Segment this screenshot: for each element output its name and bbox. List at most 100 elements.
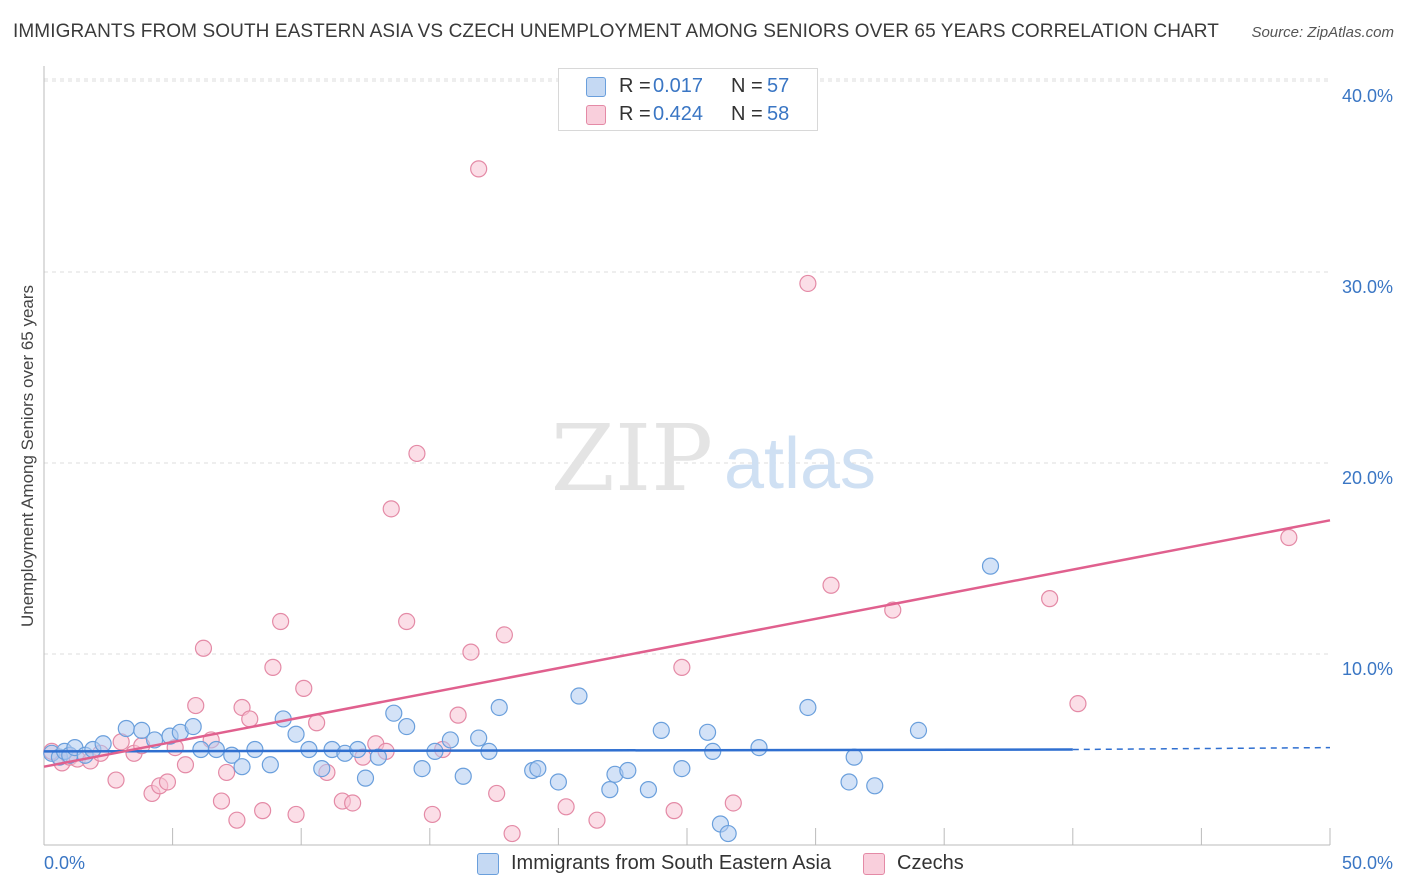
data-point-sea [601, 781, 619, 799]
trend-line-sea-dashed [1072, 746, 1331, 751]
data-point-czechs [228, 811, 246, 829]
legend-n-label: N = [731, 103, 763, 125]
trend-line-sea [43, 748, 1073, 753]
data-point-sea [981, 557, 1000, 575]
data-point-czechs [398, 612, 416, 631]
trend-lines [43, 519, 1331, 768]
gridlines [44, 78, 1330, 655]
legend-n-value-czechs: 58 [767, 103, 790, 125]
source-note: Source: ZipAtlas.com [1251, 24, 1394, 41]
watermark-zip: ZIP [551, 405, 713, 512]
legend-n-label: N = [731, 75, 763, 97]
data-point-sea [909, 721, 928, 740]
data-point-czechs [799, 274, 817, 293]
data-point-sea [441, 731, 459, 749]
data-point-sea [398, 717, 416, 736]
data-point-sea [287, 725, 305, 743]
legend-r-value-czechs: 0.424 [653, 103, 704, 125]
sea-immigrants-points [43, 557, 1000, 843]
data-point-sea [356, 769, 375, 787]
data-point-sea [192, 740, 210, 759]
watermark-atlas: atlas [724, 424, 876, 504]
data-point-czechs [495, 626, 513, 644]
series-legend: Immigrants from South Eastern Asia Czech… [0, 852, 1406, 878]
data-point-sea [840, 773, 858, 791]
data-point-sea [549, 773, 568, 791]
data-point-czechs [488, 784, 506, 803]
y-tick-label: 30.0% [1342, 277, 1393, 297]
data-point-czechs [382, 500, 400, 518]
data-point-sea [313, 759, 331, 778]
data-point-czechs [724, 794, 742, 812]
data-point-sea [470, 729, 488, 747]
data-point-sea [490, 698, 508, 717]
data-point-sea [866, 777, 884, 795]
data-point-sea [233, 758, 251, 776]
data-point-sea [652, 721, 670, 740]
data-point-sea [385, 704, 403, 722]
data-point-czechs [241, 710, 259, 728]
data-point-czechs [449, 706, 467, 724]
data-point-czechs [423, 805, 441, 824]
data-point-sea [570, 687, 588, 705]
data-point-czechs [254, 802, 272, 820]
data-point-czechs [295, 679, 313, 697]
czechs-points [43, 160, 1298, 843]
data-point-sea [184, 717, 202, 736]
legend-n-value-sea: 57 [767, 75, 790, 97]
correlation-legend: R = 0.017 N = 57 R = 0.424 N = 58 [558, 68, 818, 131]
axes: 10.0% 20.0% 30.0% 40.0% 0.0% 50.0% [43, 66, 1393, 873]
x-tick-label: 0.0% [44, 853, 85, 873]
data-point-czechs [1069, 695, 1087, 713]
data-point-czechs [344, 794, 362, 812]
data-point-czechs [212, 792, 231, 810]
data-point-czechs [194, 639, 213, 657]
data-point-sea [369, 748, 387, 766]
data-point-czechs [264, 658, 282, 676]
data-point-sea [207, 740, 225, 759]
data-point-sea [454, 767, 472, 785]
legend-r-label: R = [619, 75, 651, 97]
data-point-sea [719, 824, 737, 843]
data-point-czechs [470, 160, 488, 178]
series-swatch-pink [863, 853, 885, 875]
data-point-czechs [1280, 528, 1298, 547]
data-point-sea [133, 721, 151, 740]
y-tick-label: 10.0% [1342, 659, 1393, 679]
series-swatch-blue [477, 853, 499, 875]
y-axis-label: Unemployment Among Seniors over 65 years [18, 285, 37, 627]
data-point-sea [117, 719, 135, 738]
data-point-czechs [107, 771, 125, 789]
data-point-czechs [272, 612, 290, 631]
legend-swatch-blue [586, 77, 606, 97]
data-point-sea [300, 740, 318, 759]
data-point-czechs [408, 444, 426, 463]
data-point-czechs [187, 696, 205, 715]
data-point-czechs [673, 658, 691, 676]
legend-swatch-pink [586, 105, 606, 125]
data-point-czechs [308, 714, 326, 732]
data-point-sea [639, 781, 658, 799]
data-point-czechs [218, 763, 236, 782]
trend-line-czechs [43, 519, 1331, 768]
legend-r-value-sea: 0.017 [653, 75, 704, 97]
data-point-czechs [287, 805, 305, 824]
data-point-sea [619, 761, 637, 780]
data-point-czechs [665, 802, 683, 820]
data-point-sea [349, 740, 367, 759]
data-point-sea [845, 748, 863, 766]
chart-title: IMMIGRANTS FROM SOUTH EASTERN ASIA VS CZ… [13, 21, 1219, 42]
data-point-sea [750, 738, 768, 757]
data-point-czechs [503, 824, 521, 843]
data-point-sea [799, 698, 817, 717]
data-point-sea [673, 759, 691, 778]
x-tick-label: 50.0% [1342, 853, 1393, 873]
data-point-czechs [462, 643, 480, 661]
data-point-czechs [588, 811, 606, 829]
series-label-sea: Immigrants from South Eastern Asia [511, 852, 832, 874]
data-point-sea [94, 735, 112, 753]
data-point-sea [529, 759, 547, 778]
y-tick-label: 40.0% [1342, 86, 1393, 106]
watermark: ZIP atlas [551, 405, 876, 512]
